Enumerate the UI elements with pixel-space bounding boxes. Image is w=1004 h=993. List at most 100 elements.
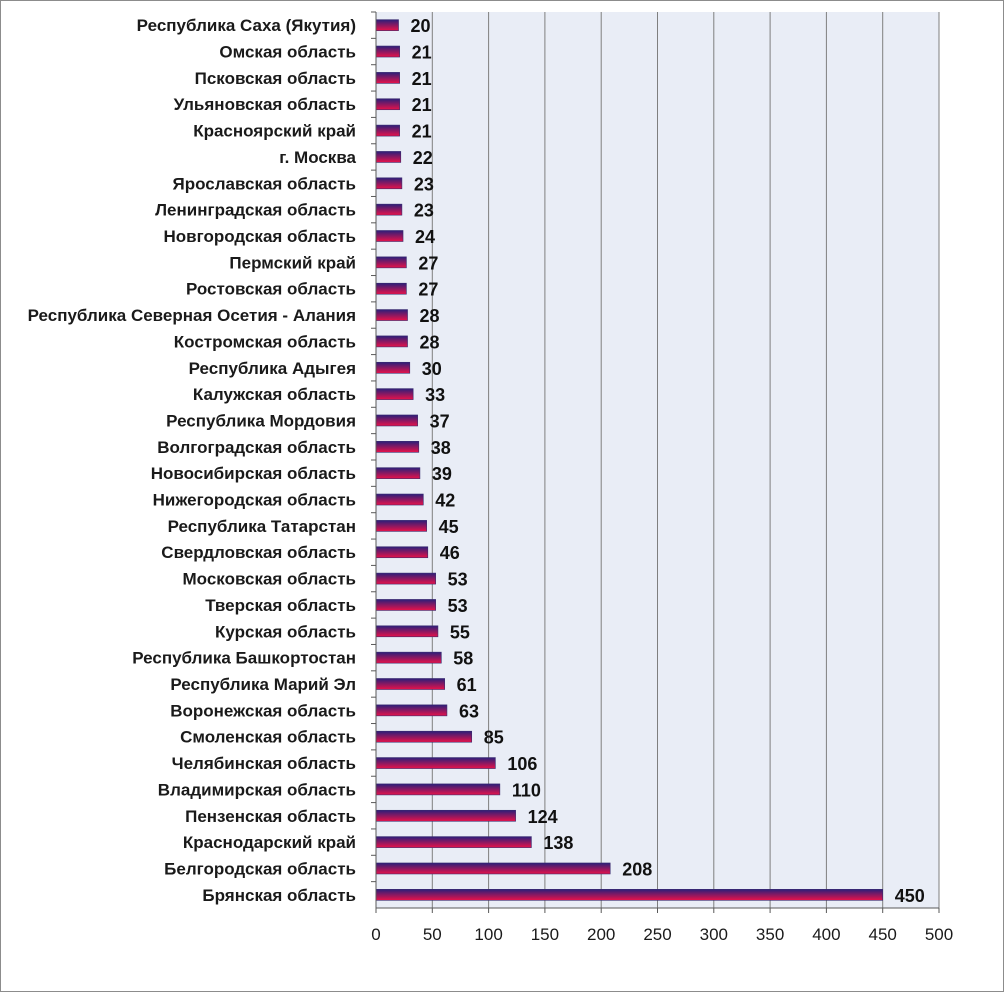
- data-label: 39: [432, 464, 452, 484]
- data-label: 53: [448, 596, 468, 616]
- bar: [375, 730, 473, 743]
- bar: [375, 230, 404, 242]
- data-label: 61: [457, 675, 477, 695]
- x-tick-label: 250: [643, 925, 671, 944]
- data-label: 85: [484, 728, 504, 748]
- category-label: Волгоградская область: [157, 438, 356, 457]
- data-label: 42: [435, 491, 455, 511]
- category-label: Краснодарский край: [183, 833, 356, 852]
- category-label: Нижегородская область: [153, 491, 356, 510]
- bar: [375, 678, 445, 690]
- bar: [375, 98, 400, 111]
- bar: [375, 256, 407, 269]
- category-label: Владимирская область: [158, 780, 356, 799]
- bar: [375, 836, 532, 848]
- data-label: 45: [439, 517, 459, 537]
- data-label: 106: [507, 754, 537, 774]
- axes: 0 50 100 150 200 250 300 350 400 450 500: [371, 11, 953, 944]
- data-label: 63: [459, 701, 479, 721]
- bar: [375, 177, 403, 190]
- bar: [375, 124, 400, 137]
- data-label: 30: [422, 359, 442, 379]
- bar: [375, 862, 611, 875]
- category-label: Московская область: [183, 570, 356, 589]
- bar: [375, 361, 411, 374]
- bar: [375, 151, 402, 163]
- bars: [375, 19, 884, 901]
- category-label: Красноярский край: [193, 122, 356, 141]
- bar: [375, 493, 424, 506]
- category-label: Республика Башкортостан: [132, 649, 356, 668]
- data-label: 21: [412, 43, 432, 63]
- bar: [375, 889, 884, 901]
- bar: [375, 625, 439, 638]
- data-label: 138: [543, 833, 573, 853]
- category-label: Брянская область: [202, 886, 356, 905]
- bar: [375, 19, 399, 31]
- bar: [375, 599, 436, 611]
- bar: [375, 520, 427, 532]
- bar: [375, 441, 420, 453]
- data-label: 124: [528, 807, 558, 827]
- bar: [375, 335, 408, 348]
- bar: [375, 783, 501, 796]
- x-tick-label: 500: [925, 925, 953, 944]
- category-label: Смоленская область: [180, 728, 356, 747]
- bar: [375, 572, 436, 585]
- category-label: Свердловская область: [161, 543, 356, 562]
- x-tick-label: 350: [756, 925, 784, 944]
- category-label: Республика Татарстан: [168, 517, 356, 536]
- bar: [375, 72, 400, 84]
- bar: [375, 651, 442, 664]
- gridlines: [431, 12, 940, 908]
- data-label: 22: [413, 148, 433, 168]
- x-tick-label: 300: [700, 925, 728, 944]
- x-tick-label: 150: [531, 925, 559, 944]
- bar: [375, 546, 429, 559]
- bar: [375, 388, 414, 400]
- bar: [375, 414, 418, 427]
- data-label: 20: [411, 16, 431, 36]
- data-label: 21: [412, 69, 432, 89]
- x-tick-label: 450: [869, 925, 897, 944]
- data-label: 58: [453, 649, 473, 669]
- category-label: Курская область: [215, 622, 356, 641]
- x-tick-label: 100: [474, 925, 502, 944]
- x-tick-label: 50: [423, 925, 442, 944]
- data-label: 37: [430, 411, 450, 431]
- category-label: Ярославская область: [172, 174, 356, 193]
- category-label: Тверская область: [205, 596, 356, 615]
- bar: [375, 809, 516, 822]
- data-label: 53: [448, 570, 468, 590]
- category-label: Ульяновская область: [174, 95, 356, 114]
- data-label: 24: [415, 227, 435, 247]
- x-tick-label: 0: [371, 925, 380, 944]
- x-tick-label: 200: [587, 925, 615, 944]
- data-label: 23: [414, 174, 434, 194]
- category-label: Пензенская область: [185, 807, 356, 826]
- bar: [375, 203, 403, 216]
- data-label: 28: [420, 306, 440, 326]
- category-label: Белгородская область: [164, 859, 356, 878]
- data-label: 28: [420, 332, 440, 352]
- data-label: 208: [622, 859, 652, 879]
- data-label: 450: [895, 886, 925, 906]
- category-label: Ленинградская область: [155, 201, 356, 220]
- bar: [375, 757, 496, 769]
- bar: [375, 282, 407, 295]
- data-label: 27: [418, 253, 438, 273]
- category-label: Пермский край: [229, 253, 356, 272]
- labels: Республика Саха (Якутия) 20 Омская область…: [28, 16, 925, 906]
- category-label: Республика Северная Осетия - Алания: [28, 306, 356, 325]
- category-label: Республика Марий Эл: [170, 675, 356, 694]
- x-tick-label: 400: [812, 925, 840, 944]
- category-label: Псковская область: [195, 69, 356, 88]
- data-label: 23: [414, 201, 434, 221]
- data-label: 46: [440, 543, 460, 563]
- category-label: Новгородская область: [164, 227, 356, 246]
- category-label: Новосибирская область: [151, 464, 356, 483]
- bar: [375, 309, 408, 321]
- category-label: Челябинская область: [172, 754, 356, 773]
- bar: [375, 467, 421, 479]
